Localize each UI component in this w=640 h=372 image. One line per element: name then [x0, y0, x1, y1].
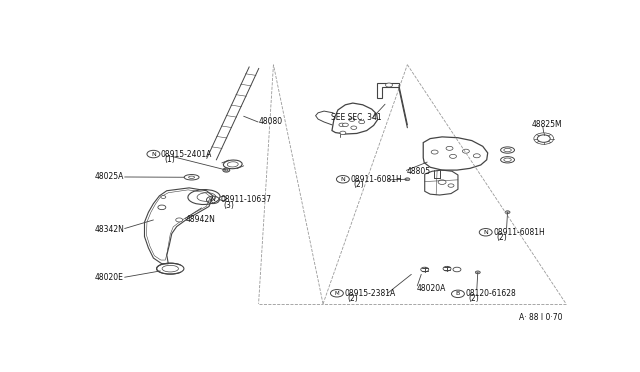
Circle shape — [405, 178, 410, 181]
Circle shape — [463, 149, 469, 153]
Text: 48942N: 48942N — [185, 215, 215, 224]
Text: 48825M: 48825M — [531, 121, 562, 129]
Circle shape — [538, 135, 550, 142]
Circle shape — [220, 196, 227, 201]
Text: (2): (2) — [497, 233, 508, 242]
Circle shape — [349, 118, 355, 121]
Text: M: M — [335, 291, 339, 296]
Circle shape — [443, 266, 451, 271]
Text: 48020E: 48020E — [95, 273, 124, 282]
Text: 08120-61628: 08120-61628 — [465, 289, 516, 298]
Text: (2): (2) — [348, 294, 358, 303]
Circle shape — [505, 211, 510, 214]
Circle shape — [438, 180, 446, 185]
Circle shape — [420, 267, 429, 272]
Circle shape — [339, 123, 345, 126]
Ellipse shape — [504, 158, 511, 161]
Text: 08911-6081H: 08911-6081H — [350, 175, 402, 184]
Text: N: N — [483, 230, 488, 235]
Text: 08915-2381A: 08915-2381A — [344, 289, 396, 298]
Text: 08911-6081H: 08911-6081H — [493, 228, 545, 237]
Text: 48342N: 48342N — [95, 225, 125, 234]
Text: 08915-2401A: 08915-2401A — [161, 150, 212, 158]
Text: A· 88 I 0·70: A· 88 I 0·70 — [518, 313, 562, 322]
Circle shape — [385, 83, 392, 87]
Circle shape — [359, 120, 365, 124]
Text: 48805: 48805 — [406, 167, 431, 176]
Circle shape — [448, 184, 454, 187]
Text: (2): (2) — [469, 295, 479, 304]
Circle shape — [225, 169, 228, 171]
Text: N: N — [211, 198, 215, 202]
Circle shape — [476, 271, 480, 274]
Text: 48080: 48080 — [259, 118, 283, 126]
Circle shape — [158, 205, 166, 210]
Text: (3): (3) — [224, 201, 235, 209]
Circle shape — [449, 154, 456, 158]
Circle shape — [351, 126, 356, 129]
Text: SEE SEC. 341: SEE SEC. 341 — [331, 113, 381, 122]
Text: (2): (2) — [354, 180, 365, 189]
Ellipse shape — [504, 148, 511, 152]
Ellipse shape — [189, 176, 195, 179]
Text: 48020A: 48020A — [416, 284, 445, 293]
Circle shape — [223, 168, 230, 172]
Text: 08911-10637: 08911-10637 — [220, 195, 271, 204]
Circle shape — [340, 131, 346, 135]
Text: 48025A: 48025A — [95, 173, 124, 182]
Ellipse shape — [227, 162, 238, 167]
Circle shape — [474, 154, 480, 158]
Text: B: B — [456, 291, 460, 296]
Circle shape — [431, 150, 438, 154]
Circle shape — [453, 267, 461, 272]
Circle shape — [342, 123, 348, 126]
Ellipse shape — [162, 265, 179, 272]
Circle shape — [161, 196, 166, 198]
Text: N: N — [151, 151, 156, 157]
Circle shape — [176, 218, 182, 222]
Text: (1): (1) — [164, 155, 175, 164]
Circle shape — [446, 146, 453, 150]
Text: N: N — [340, 177, 345, 182]
